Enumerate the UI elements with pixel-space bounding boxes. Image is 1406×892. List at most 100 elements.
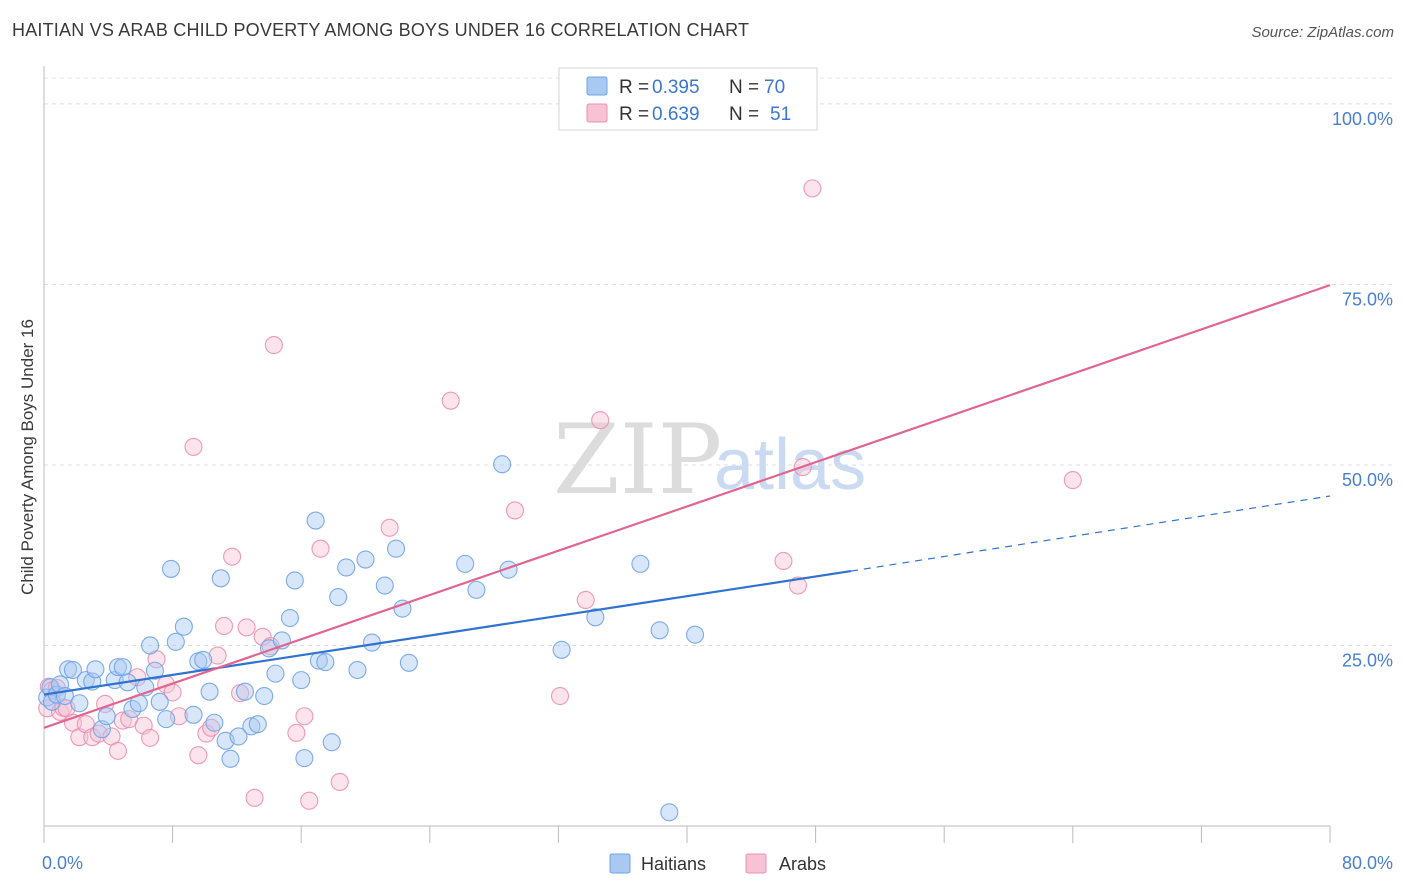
point-haitians-50 [316, 653, 335, 672]
x-tick-label-max: 80.0% [1342, 853, 1393, 873]
point-haitians-45 [285, 571, 304, 590]
point-haitians-8 [70, 694, 89, 713]
legend-n-value-haitians: 70 [764, 77, 785, 98]
watermark: ZIP atlas [553, 404, 866, 516]
point-arabs-39 [300, 791, 319, 810]
legend-r-value-haitians: 0.395 [652, 77, 700, 98]
series-legend-label-haitians: Haitians [641, 854, 706, 874]
legend-n-label-haitians: N = [729, 77, 759, 98]
point-haitians-51 [322, 733, 341, 752]
point-haitians-36 [229, 727, 248, 746]
point-arabs-51 [803, 179, 822, 198]
point-haitians-28 [184, 705, 203, 724]
point-haitians-65 [552, 640, 571, 659]
point-haitians-67 [631, 554, 650, 573]
point-haitians-46 [292, 671, 311, 690]
point-arabs-43 [441, 391, 460, 410]
point-arabs-14 [108, 741, 127, 760]
trend-line-extension-haitians [850, 495, 1331, 572]
y-tick-labels: 25.0% 50.0% 75.0% 100.0% [1332, 109, 1393, 671]
point-haitians-40 [255, 686, 274, 706]
point-haitians-66 [586, 608, 605, 627]
point-arabs-46 [576, 590, 595, 610]
point-haitians-52 [329, 588, 348, 607]
legend-r-label-arabs: R = [619, 104, 649, 125]
point-haitians-57 [375, 576, 394, 595]
point-haitians-53 [337, 558, 356, 577]
point-haitians-15 [108, 658, 127, 677]
point-haitians-59 [393, 599, 412, 618]
point-haitians-58 [386, 539, 406, 558]
point-arabs-24 [184, 437, 203, 456]
watermark-zip: ZIP [553, 404, 722, 516]
point-arabs-29 [214, 616, 234, 636]
point-haitians-47 [295, 749, 314, 768]
y-axis-label: Child Poverty Among Boys Under 16 [18, 319, 37, 595]
stats-legend: R = 0.395 N = 70 R = 0.639 N = 51 [558, 67, 818, 131]
point-arabs-30 [223, 547, 242, 566]
point-haitians-54 [348, 660, 367, 680]
point-haitians-7 [63, 660, 82, 680]
gridlines [44, 77, 1394, 646]
point-haitians-35 [221, 749, 240, 768]
point-haitians-16 [113, 658, 132, 677]
point-arabs-48 [774, 551, 793, 571]
source-label: Source: ZipAtlas.com [1251, 24, 1394, 41]
point-haitians-22 [145, 661, 164, 680]
point-haitians-68 [650, 621, 669, 640]
y-tick-label-1: 50.0% [1342, 470, 1393, 490]
point-haitians-24 [157, 710, 176, 729]
series-legend-swatch-haitians [609, 853, 631, 874]
point-arabs-36 [264, 336, 283, 355]
trend-lines [43, 284, 1331, 729]
point-arabs-45 [550, 686, 570, 706]
point-arabs-25 [189, 746, 208, 765]
x-tick-label-min: 0.0% [42, 853, 83, 873]
series-legend-label-arabs: Arabs [779, 854, 826, 874]
point-haitians-62 [467, 580, 486, 599]
point-arabs-19 [141, 728, 160, 747]
point-haitians-23 [150, 692, 169, 711]
point-arabs-38 [295, 707, 314, 726]
point-haitians-55 [356, 550, 375, 569]
point-arabs-32 [237, 618, 256, 637]
point-haitians-61 [456, 554, 475, 573]
point-arabs-40 [311, 539, 330, 558]
legend-r-value-arabs: 0.639 [652, 104, 700, 125]
point-haitians-30 [194, 650, 213, 669]
point-haitians-11 [86, 660, 105, 679]
point-haitians-13 [97, 707, 116, 726]
point-haitians-42 [266, 664, 285, 683]
point-haitians-48 [306, 511, 325, 530]
point-arabs-50 [788, 576, 807, 595]
point-haitians-33 [211, 569, 230, 588]
trend-line-haitians [43, 570, 852, 696]
legend-n-value-arabs: 51 [770, 104, 791, 125]
chart-title: HAITIAN VS ARAB CHILD POVERTY AMONG BOYS… [12, 20, 750, 40]
point-haitians-39 [248, 715, 267, 734]
point-haitians-60 [399, 653, 418, 672]
point-arabs-33 [245, 788, 264, 807]
point-haitians-63 [493, 455, 512, 474]
point-haitians-21 [141, 636, 160, 655]
legend-swatch-arabs [586, 103, 608, 123]
point-haitians-70 [660, 803, 679, 822]
point-haitians-37 [235, 682, 254, 701]
point-arabs-41 [330, 772, 349, 792]
point-haitians-25 [161, 559, 181, 578]
y-tick-label-2: 75.0% [1342, 289, 1393, 309]
trend-line-arabs [43, 284, 1331, 729]
legend-r-label-haitians: R = [619, 77, 649, 98]
points-layer [38, 179, 1082, 822]
point-haitians-26 [166, 632, 185, 651]
point-arabs-42 [380, 518, 399, 537]
y-tick-label-3: 100.0% [1332, 109, 1393, 129]
point-arabs-37 [287, 723, 306, 742]
point-arabs-44 [505, 501, 525, 520]
point-haitians-44 [280, 608, 299, 628]
legend-swatch-haitians [586, 76, 608, 96]
point-arabs-47 [591, 411, 610, 430]
point-arabs-52 [1063, 471, 1082, 490]
series-legend: Haitians Arabs [609, 853, 826, 874]
